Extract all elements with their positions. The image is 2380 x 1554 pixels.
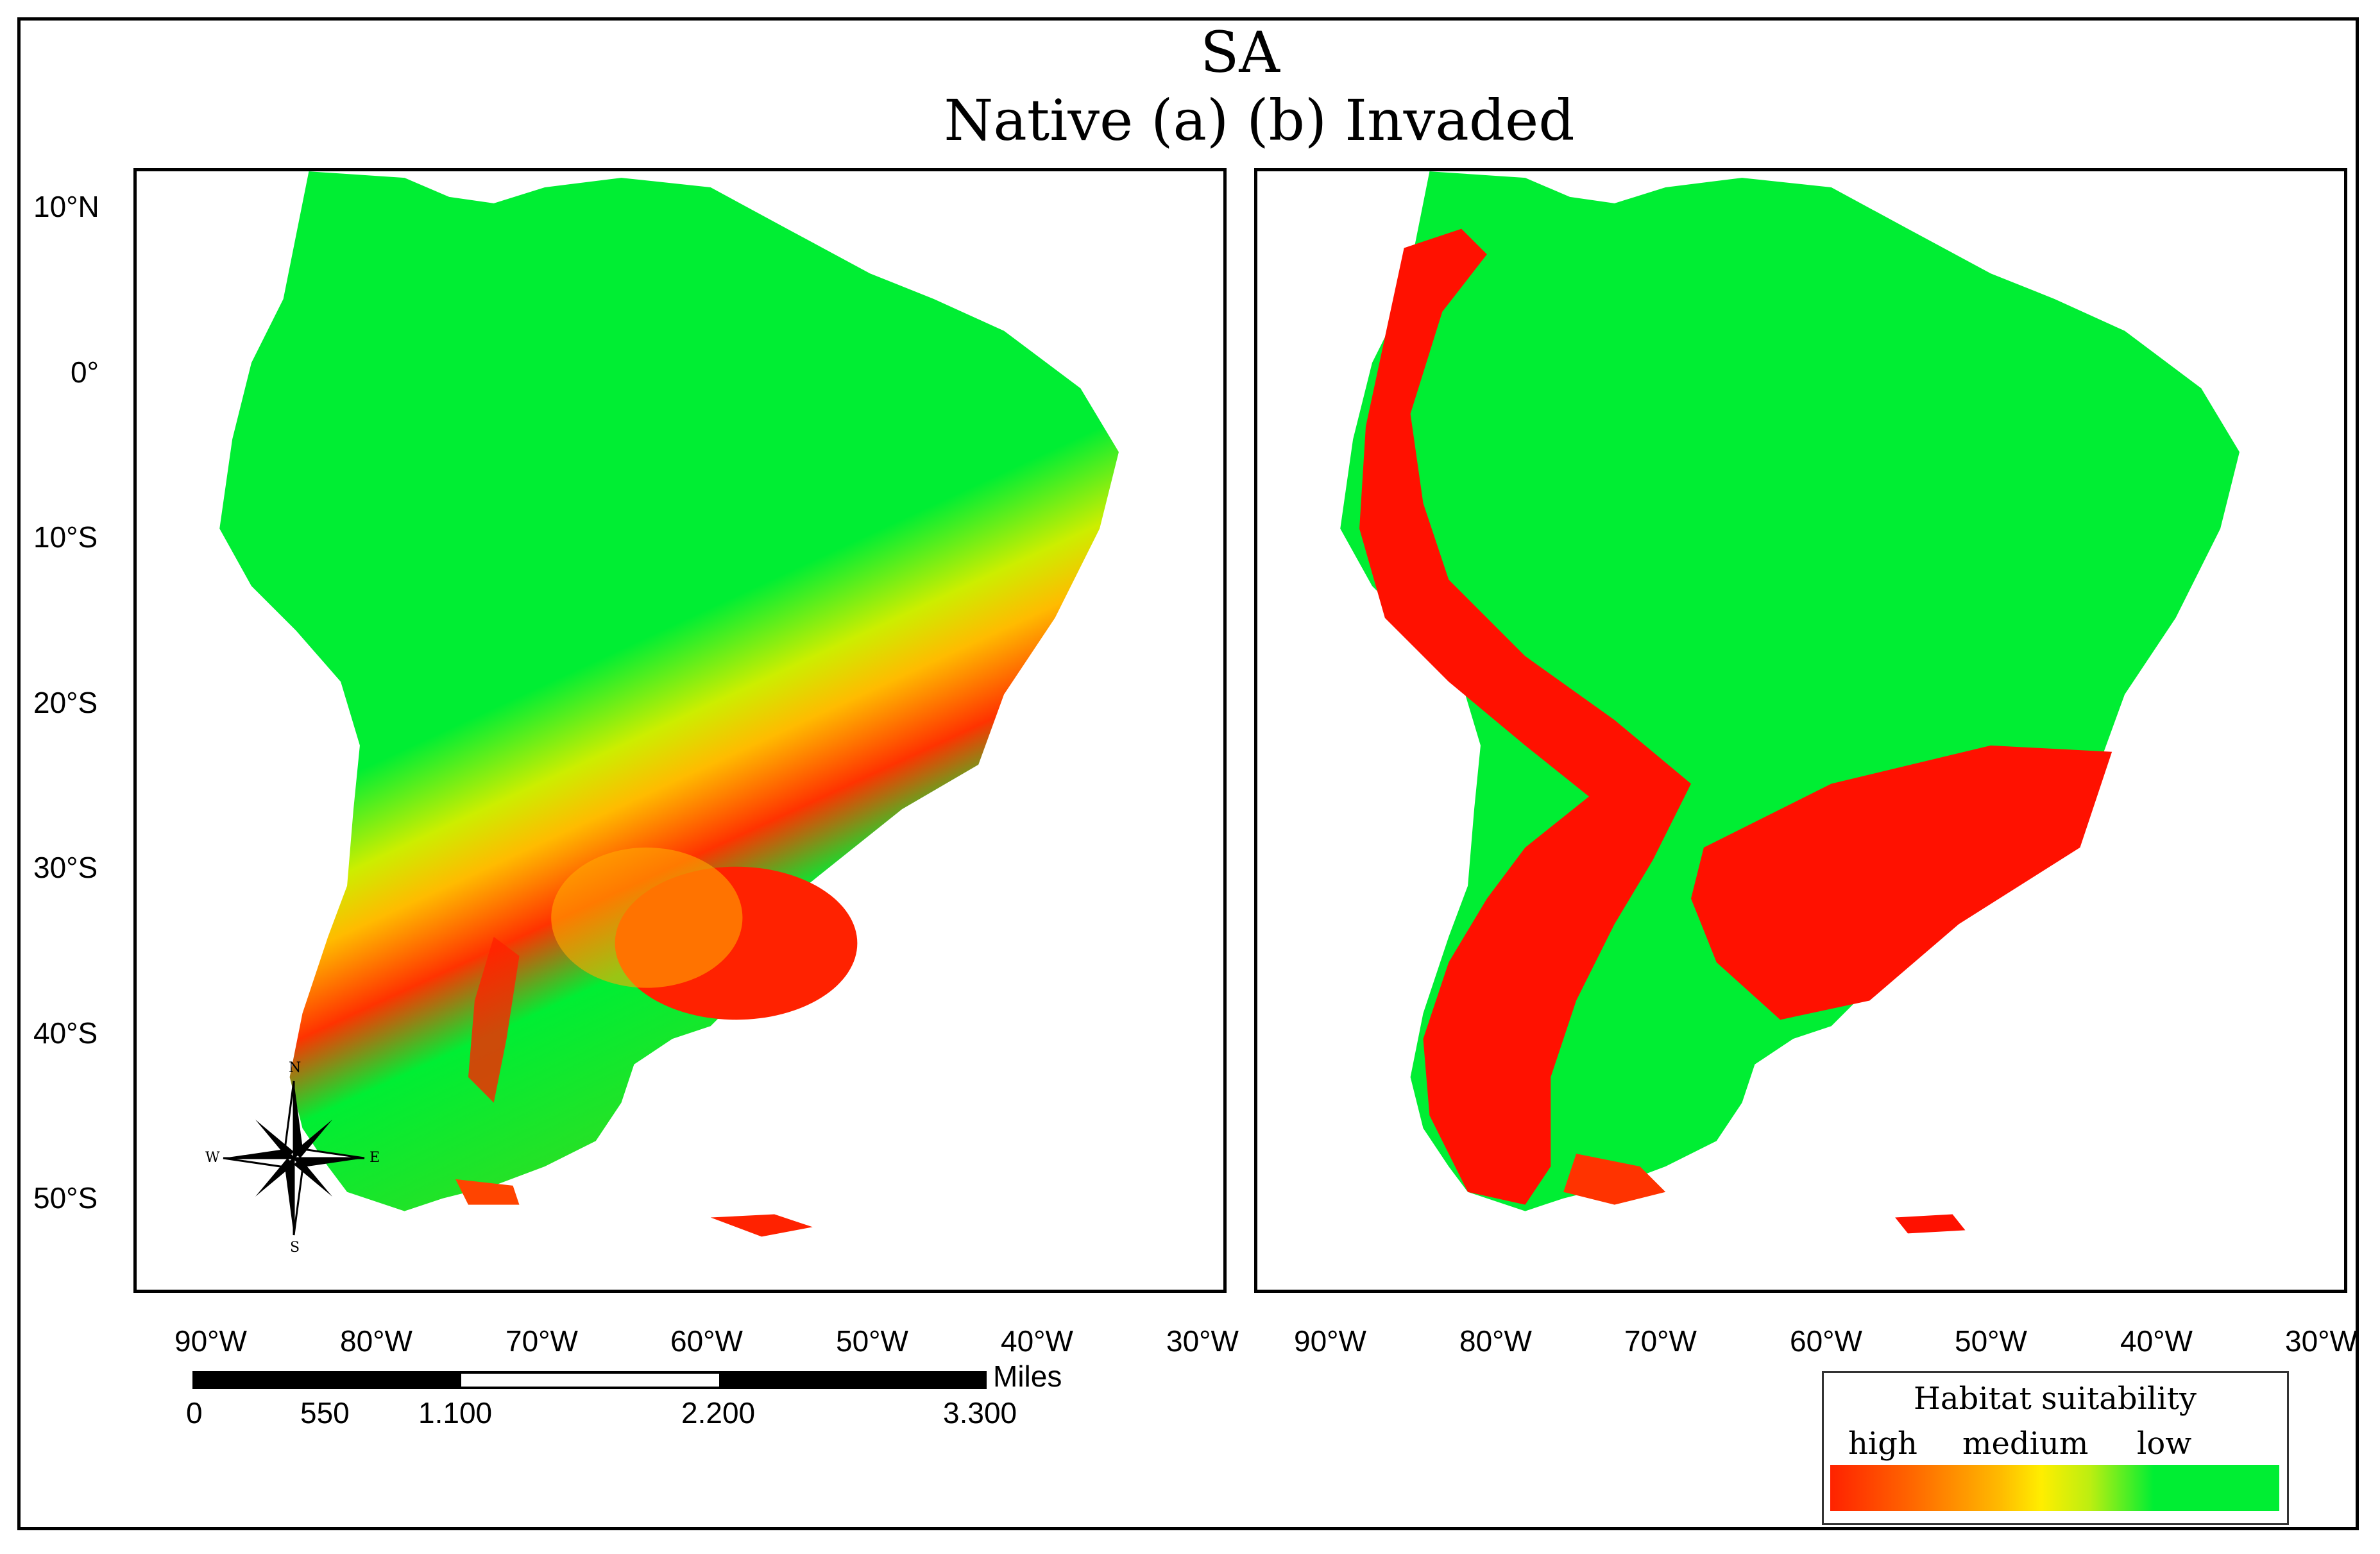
invaded-suitability-map bbox=[1340, 171, 2240, 1234]
scale-tick-550: 550 bbox=[300, 1396, 350, 1430]
native-medium-suitability-zone bbox=[551, 847, 743, 988]
native-falkland-islands bbox=[710, 1214, 813, 1237]
invaded-falkland-islands bbox=[1895, 1214, 1966, 1234]
compass-rose: N S E W bbox=[204, 1060, 384, 1256]
legend-medium-label: medium bbox=[1962, 1426, 2089, 1462]
native-andes-high-zone bbox=[468, 937, 520, 1103]
compass-w-label: W bbox=[205, 1150, 220, 1166]
legend-box: Habitat suitability high medium low bbox=[1822, 1371, 2289, 1525]
lon-label-b-30w: 30°W bbox=[2285, 1324, 2358, 1358]
lat-label-0: 0° bbox=[71, 355, 99, 389]
lon-label-a-80w: 80°W bbox=[340, 1324, 412, 1358]
lon-label-b-40w: 40°W bbox=[2120, 1324, 2193, 1358]
lon-label-b-50w: 50°W bbox=[1955, 1324, 2027, 1358]
lon-label-a-90w: 90°W bbox=[174, 1324, 247, 1358]
compass-star-icon bbox=[223, 1080, 365, 1236]
map-panel-native bbox=[133, 168, 1227, 1293]
scale-tick-2200: 2.200 bbox=[681, 1396, 756, 1430]
lon-label-a-60w: 60°W bbox=[670, 1324, 743, 1358]
lat-label-40s: 40°S bbox=[33, 1016, 98, 1050]
lon-label-a-40w: 40°W bbox=[1001, 1324, 1073, 1358]
lon-label-b-80w: 80°W bbox=[1459, 1324, 1532, 1358]
scale-bar-segment bbox=[459, 1371, 722, 1389]
native-tierra-del-fuego bbox=[455, 1179, 520, 1205]
scale-bar-unit: Miles bbox=[993, 1360, 1062, 1393]
lat-label-20s: 20°S bbox=[33, 686, 98, 719]
lat-label-10n: 10°N bbox=[33, 190, 99, 223]
legend-color-ramp bbox=[1830, 1465, 2279, 1511]
legend-title: Habitat suitability bbox=[1914, 1381, 2197, 1417]
scale-bar-segment bbox=[722, 1371, 987, 1389]
invaded-pampas-high-zone bbox=[1691, 745, 2112, 1020]
figure-title: SA bbox=[1200, 19, 1280, 85]
lon-label-b-70w: 70°W bbox=[1624, 1324, 1697, 1358]
legend-high-label: high bbox=[1848, 1426, 1917, 1462]
scale-tick-3300: 3.300 bbox=[943, 1396, 1017, 1430]
lon-label-a-30w: 30°W bbox=[1166, 1324, 1239, 1358]
lon-label-b-90w: 90°W bbox=[1294, 1324, 1366, 1358]
lon-label-a-70w: 70°W bbox=[506, 1324, 578, 1358]
compass-n-label: N bbox=[289, 1060, 302, 1076]
figure-subtitle: Native (a) (b) Invaded bbox=[944, 87, 1575, 153]
lat-label-30s: 30°S bbox=[33, 851, 98, 884]
compass-e-label: E bbox=[370, 1150, 380, 1166]
scale-bar-segment bbox=[192, 1371, 459, 1389]
scale-tick-0: 0 bbox=[186, 1396, 203, 1430]
south-america-landmass bbox=[219, 171, 1119, 1211]
lat-label-50s: 50°S bbox=[33, 1181, 98, 1215]
map-panel-invaded bbox=[1254, 168, 2347, 1293]
legend-low-label: low bbox=[2137, 1426, 2192, 1462]
invaded-andes-high-zone bbox=[1359, 228, 1692, 1205]
lat-label-10s: 10°S bbox=[33, 520, 98, 554]
figure-frame bbox=[17, 17, 2359, 1530]
lon-label-a-50w: 50°W bbox=[836, 1324, 908, 1358]
compass-s-label: S bbox=[290, 1240, 300, 1256]
scale-tick-1100: 1.100 bbox=[418, 1396, 493, 1430]
scale-bar bbox=[192, 1371, 987, 1389]
lon-label-b-60w: 60°W bbox=[1790, 1324, 1862, 1358]
native-suitability-map bbox=[219, 171, 1119, 1237]
